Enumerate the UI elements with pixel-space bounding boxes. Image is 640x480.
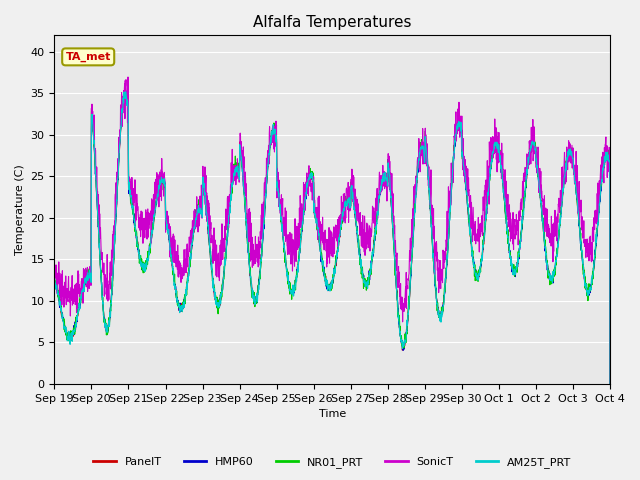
Line: NR01_PRT: NR01_PRT	[54, 88, 610, 384]
Line: SonicT: SonicT	[54, 77, 610, 384]
HMP60	[205, 244, 213, 250]
HMP60	[349, 187, 356, 193]
AM25T_PRT	[349, 195, 356, 201]
AM25T_PRT	[122, 89, 129, 95]
SonicT	[573, 170, 580, 176]
PanelT	[606, 381, 614, 387]
Title: Alfalfa Temperatures: Alfalfa Temperatures	[253, 15, 412, 30]
NR01_PRT	[349, 196, 356, 202]
AM25T_PRT	[573, 191, 580, 197]
AM25T_PRT	[361, 280, 369, 286]
SonicT	[51, 282, 58, 288]
AM25T_PRT	[557, 210, 565, 216]
NR01_PRT	[494, 144, 502, 150]
PanelT	[51, 276, 58, 282]
SonicT	[205, 243, 213, 249]
NR01_PRT	[573, 186, 580, 192]
NR01_PRT	[205, 241, 213, 247]
SonicT	[124, 74, 132, 80]
HMP60	[573, 192, 580, 197]
PanelT	[349, 191, 356, 197]
Line: PanelT: PanelT	[54, 91, 610, 384]
NR01_PRT	[557, 204, 565, 209]
PanelT	[121, 88, 129, 94]
HMP60	[557, 211, 565, 216]
NR01_PRT	[51, 269, 58, 275]
Legend: PanelT, HMP60, NR01_PRT, SonicT, AM25T_PRT: PanelT, HMP60, NR01_PRT, SonicT, AM25T_P…	[89, 452, 575, 472]
HMP60	[361, 279, 369, 285]
HMP60	[494, 146, 502, 152]
NR01_PRT	[121, 85, 129, 91]
SonicT	[361, 213, 369, 219]
Line: AM25T_PRT: AM25T_PRT	[54, 92, 610, 384]
AM25T_PRT	[51, 274, 58, 279]
Line: HMP60: HMP60	[54, 91, 610, 384]
HMP60	[51, 274, 58, 280]
Text: TA_met: TA_met	[65, 52, 111, 62]
PanelT	[361, 279, 369, 285]
SonicT	[557, 192, 565, 198]
NR01_PRT	[361, 283, 369, 288]
AM25T_PRT	[494, 143, 502, 149]
SonicT	[606, 381, 614, 387]
PanelT	[494, 146, 502, 152]
PanelT	[573, 190, 580, 195]
HMP60	[122, 88, 129, 94]
SonicT	[349, 182, 356, 188]
AM25T_PRT	[205, 244, 213, 250]
Y-axis label: Temperature (C): Temperature (C)	[15, 164, 25, 255]
PanelT	[205, 243, 213, 249]
AM25T_PRT	[606, 381, 614, 387]
X-axis label: Time: Time	[319, 409, 346, 419]
HMP60	[606, 381, 614, 387]
SonicT	[494, 133, 502, 139]
PanelT	[557, 208, 565, 214]
NR01_PRT	[606, 381, 614, 387]
